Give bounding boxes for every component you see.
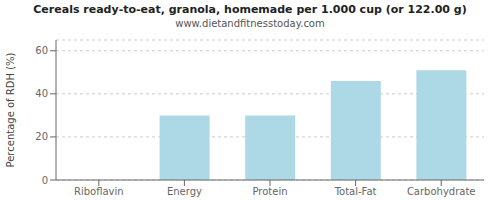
svg-text:Energy: Energy [167, 186, 202, 197]
html-text:Cereals ready-to-eat, granola,: Cereals ready-to-eat, granola, homemade … [33, 3, 467, 16]
svg-text:60: 60 [35, 45, 48, 56]
svg-text:Protein: Protein [252, 186, 287, 197]
svg-text:Carbohydrate: Carbohydrate [407, 186, 476, 197]
svg-text:Riboflavin: Riboflavin [74, 186, 124, 197]
svg-text:40: 40 [35, 88, 48, 99]
svg-text:Percentage of RDH (%): Percentage of RDH (%) [8, 52, 16, 167]
svg-text:Total-Fat: Total-Fat [334, 186, 377, 197]
svg-text:20: 20 [35, 131, 48, 142]
svg-text:0: 0 [42, 175, 48, 186]
html-text:www.dietandfitnesstoday.com: www.dietandfitnesstoday.com [175, 18, 325, 29]
